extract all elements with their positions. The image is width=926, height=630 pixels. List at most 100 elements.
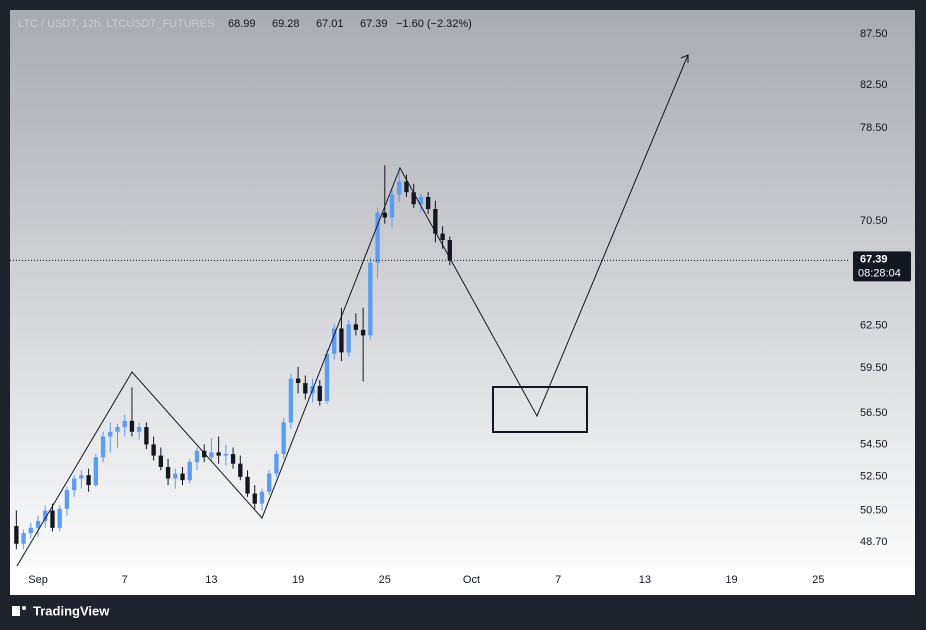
candle-body (267, 473, 272, 492)
candle-body (86, 475, 91, 486)
header-ohlc: 67.01 (316, 18, 344, 30)
candle-body (288, 378, 294, 423)
y-tick-label: 56.50 (860, 407, 888, 419)
candle-body (216, 452, 221, 456)
last-price-label: 67.39 (860, 253, 888, 265)
y-tick-label: 48.70 (860, 536, 888, 548)
header-change: −1.60 (−2.32%) (396, 18, 472, 30)
candle-body (223, 454, 229, 456)
candle-body (100, 436, 106, 458)
candle-body (368, 262, 373, 336)
candle-body (122, 420, 127, 428)
candle-body (187, 462, 192, 481)
chart-background (10, 10, 915, 595)
candle-body (324, 353, 330, 401)
x-axis-background (10, 568, 915, 595)
header-ohlc: 67.39 (360, 18, 388, 30)
candle-body (440, 233, 445, 241)
x-tick-label: 19 (725, 574, 737, 586)
x-tick-label: 13 (639, 574, 651, 586)
y-tick-label: 52.50 (860, 471, 888, 483)
candle-body (129, 420, 135, 432)
x-tick-label: 7 (555, 574, 561, 586)
x-tick-label: 25 (379, 574, 391, 586)
candle-body (418, 196, 424, 205)
y-tick-label: 87.50 (860, 28, 888, 40)
arrow-head (680, 54, 689, 63)
x-tick-label: 13 (205, 574, 217, 586)
x-tick-label: 25 (812, 574, 824, 586)
candle-body (425, 196, 431, 210)
candle-body (50, 510, 55, 528)
candle-body (144, 427, 149, 445)
y-tick-label: 54.50 (860, 438, 888, 450)
candle-body (360, 329, 366, 336)
candle-body (281, 422, 286, 455)
candle-body (346, 324, 351, 353)
candle-body (389, 194, 395, 218)
candle-body (259, 491, 265, 504)
candle-body (404, 181, 409, 193)
y-tick-label: 78.50 (860, 122, 888, 134)
x-tick-label: Sep (28, 574, 48, 586)
candle-body (332, 328, 337, 354)
candle-body (79, 475, 84, 479)
candle-body (397, 181, 402, 195)
candle-body (43, 510, 48, 521)
candle-body (382, 212, 387, 218)
candle-body (108, 431, 113, 437)
candle-body (173, 473, 178, 479)
candle-body (57, 508, 62, 528)
brand-name: TradingView (33, 603, 110, 618)
candle-body (71, 478, 77, 491)
header-ohlc: 68.99 (228, 18, 256, 30)
target-box (492, 386, 588, 433)
candle-body (447, 240, 452, 261)
countdown-label: 08:28:04 (858, 267, 901, 279)
candle-body (353, 324, 359, 330)
candle-body (274, 454, 279, 474)
candle-body (411, 192, 416, 205)
candle-body (245, 476, 250, 494)
candle-body (115, 427, 120, 432)
candle-body (339, 328, 344, 353)
brand: TradingView (12, 603, 110, 618)
candle-body (202, 450, 207, 458)
candle-body (238, 463, 243, 477)
candle-body (194, 450, 200, 463)
candle-body (35, 520, 41, 528)
x-tick-label: 7 (122, 574, 128, 586)
candle-body (230, 454, 236, 464)
y-tick-label: 50.50 (860, 504, 888, 516)
candle-body (295, 378, 301, 384)
candle-body (151, 444, 156, 456)
x-tick-label: Oct (463, 574, 480, 586)
candle-body (180, 473, 185, 481)
candle-body (252, 493, 257, 504)
candle-body (317, 385, 322, 401)
candle-body (433, 209, 438, 234)
candle-body (303, 383, 308, 394)
candle-body (28, 527, 33, 534)
header-ohlc: 69.28 (272, 18, 300, 30)
brand-icon (12, 606, 20, 616)
x-tick-label: 19 (292, 574, 304, 586)
y-tick-label: 59.50 (860, 362, 888, 374)
candle-body (21, 533, 26, 544)
candle-body (14, 526, 19, 544)
drawings (16, 54, 689, 567)
y-tick-label: 82.50 (860, 79, 888, 91)
brand-icon (22, 606, 26, 610)
candle-body (209, 452, 214, 458)
candle-body (375, 212, 380, 263)
last-price-box (853, 251, 911, 282)
candle-body (64, 490, 70, 509)
candle-body (158, 455, 164, 467)
trend-drawing (16, 54, 689, 567)
y-tick-label: 70.50 (860, 215, 888, 227)
candle-body (137, 427, 142, 432)
candle-body (93, 457, 98, 486)
candle-body (165, 466, 171, 479)
